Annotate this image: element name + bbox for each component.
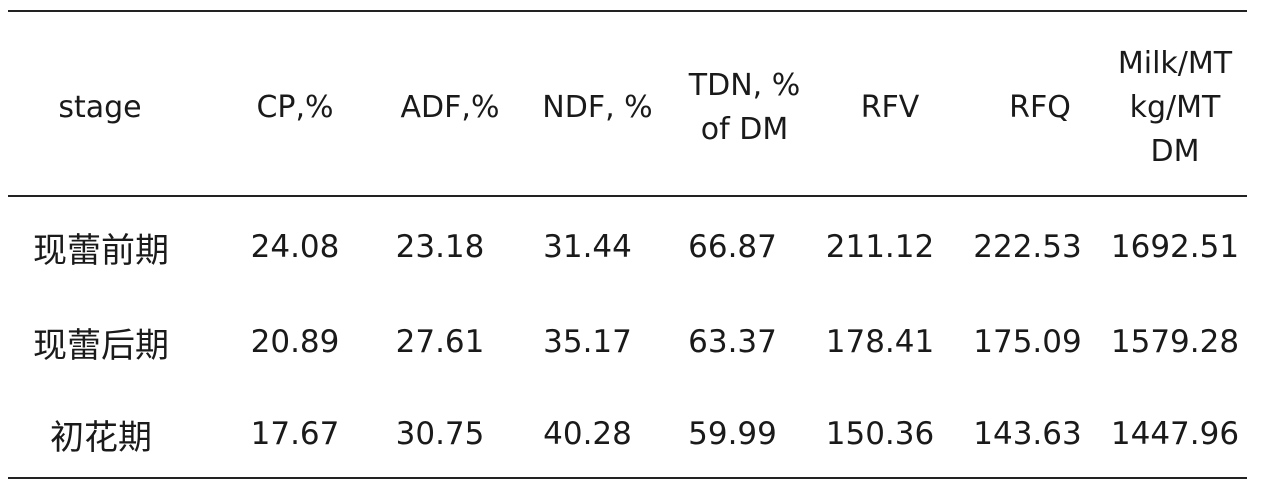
row-3-adf: 30.75: [395, 416, 485, 452]
row-3-rfq: 143.63: [973, 416, 1082, 452]
row-3-cp: 17.67: [250, 416, 340, 452]
row-3-milk: 1447.96: [1110, 416, 1240, 452]
row-3-stage: 初花期: [50, 417, 152, 458]
header-ndf: NDF, %: [542, 89, 653, 125]
row-2-milk: 1579.28: [1110, 324, 1240, 360]
row-2-tdn: 63.37: [688, 324, 777, 360]
row-1-ndf: 31.44: [543, 229, 632, 265]
table-bottom-rule: [8, 477, 1247, 479]
row-1-stage: 现蕾前期: [33, 230, 169, 271]
row-2-cp: 20.89: [250, 324, 340, 360]
header-cp: CP,%: [256, 89, 334, 125]
header-adf: ADF,%: [400, 89, 500, 125]
header-rfv: RFV: [860, 89, 920, 125]
row-1-cp: 24.08: [250, 229, 340, 265]
table-top-rule: [8, 10, 1247, 12]
header-rfq: RFQ: [1009, 89, 1071, 125]
table-header-rule: [8, 195, 1247, 197]
row-2-adf: 27.61: [395, 324, 485, 360]
row-1-adf: 23.18: [395, 229, 485, 265]
row-1-rfq: 222.53: [973, 229, 1082, 265]
header-milk: Milk/MT kg/MT DM: [1117, 45, 1233, 169]
row-3-rfv: 150.36: [825, 416, 935, 452]
header-tdn: TDN, % of DM: [688, 67, 801, 147]
row-2-stage: 现蕾后期: [33, 325, 169, 366]
row-3-tdn: 59.99: [688, 416, 777, 452]
row-2-ndf: 35.17: [543, 324, 632, 360]
row-2-rfv: 178.41: [825, 324, 935, 360]
row-2-rfq: 175.09: [973, 324, 1082, 360]
row-1-rfv: 211.12: [825, 229, 935, 265]
row-1-tdn: 66.87: [688, 229, 777, 265]
header-stage: stage: [58, 89, 142, 125]
row-3-ndf: 40.28: [543, 416, 632, 452]
row-1-milk: 1692.51: [1110, 229, 1240, 265]
